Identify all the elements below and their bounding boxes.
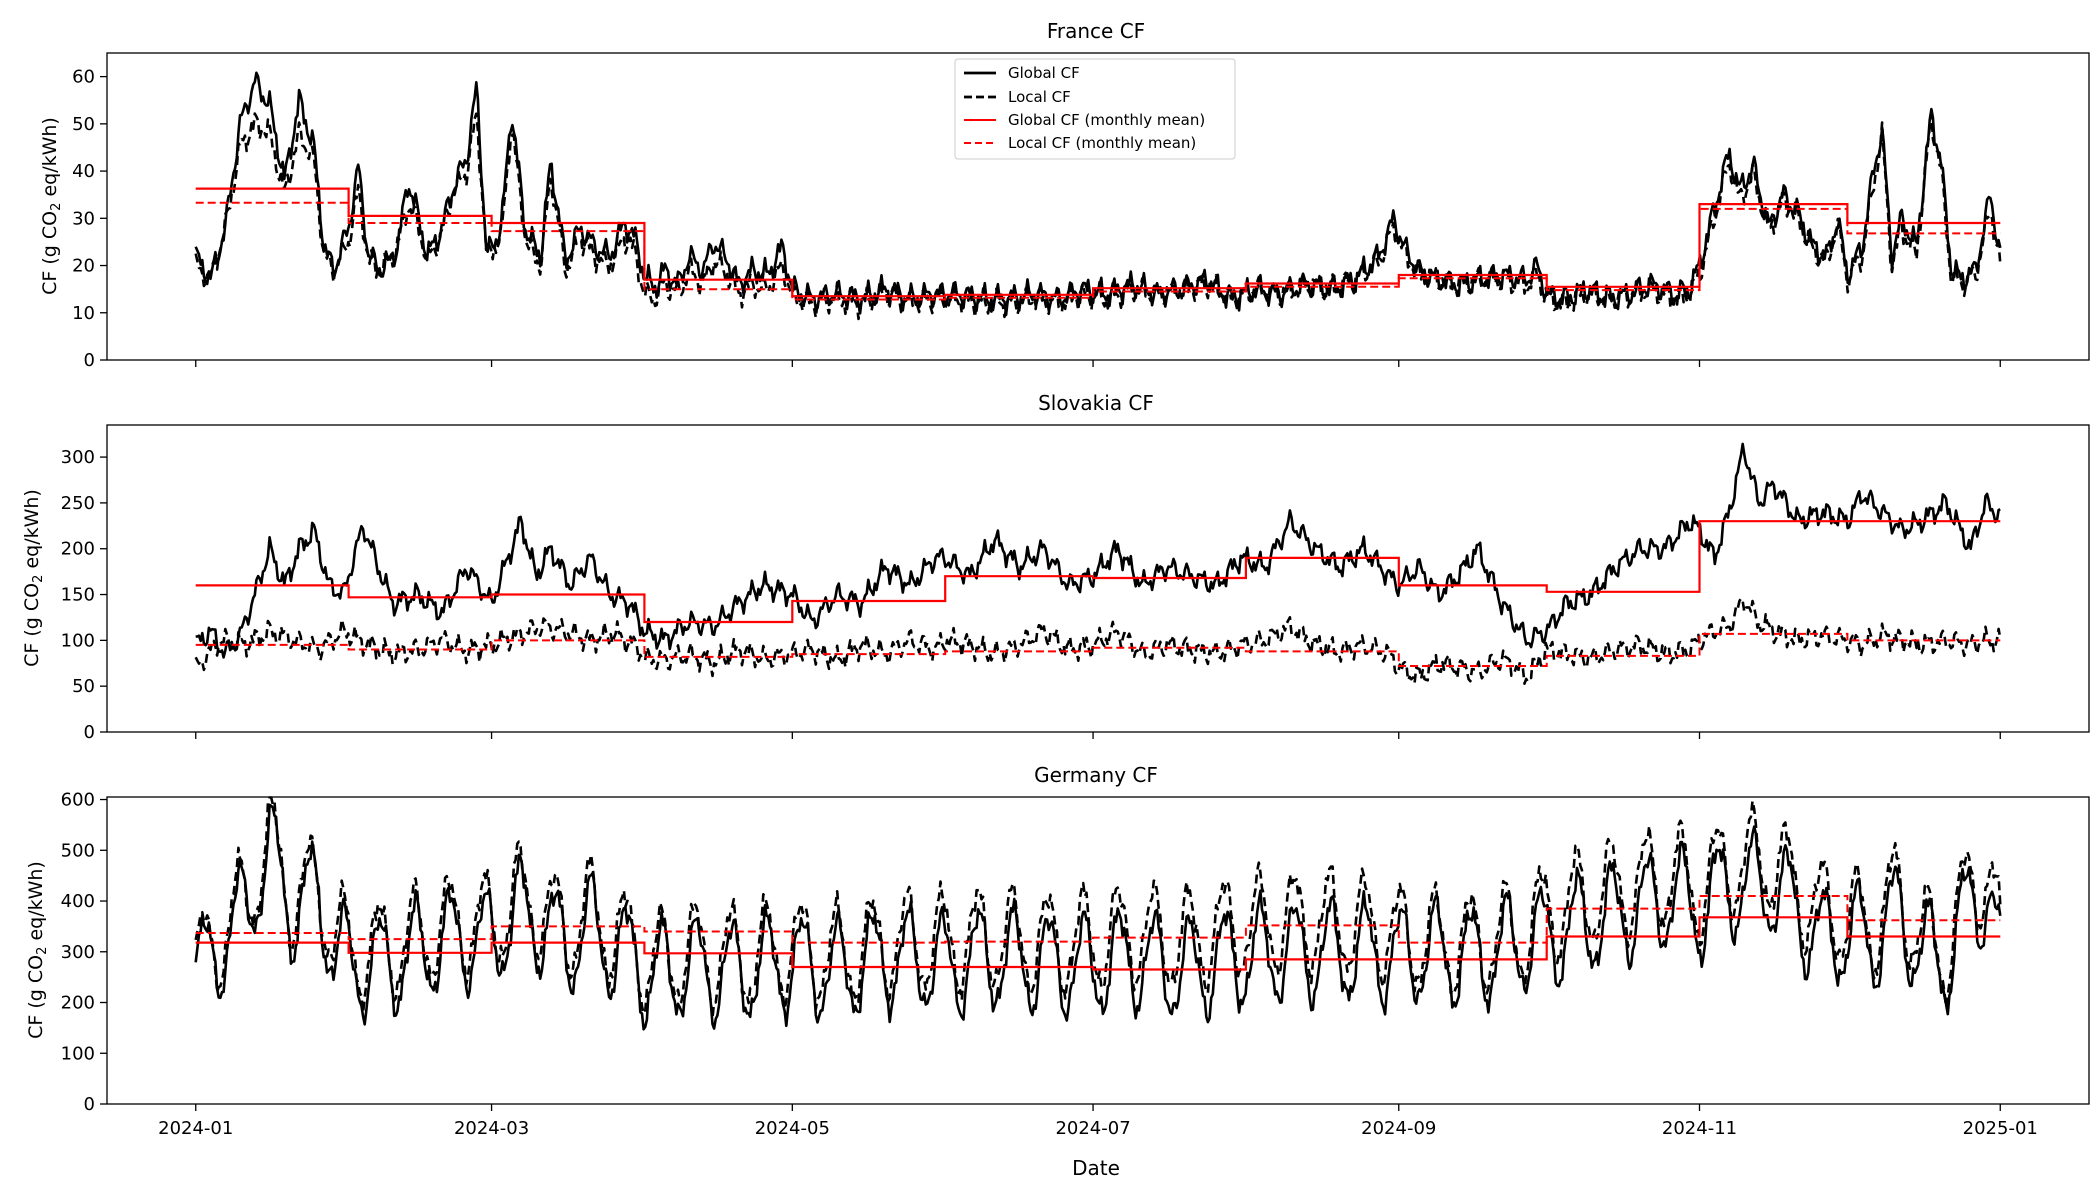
- slovakia-series: [194, 442, 2002, 685]
- germany-y-tick-label: 0: [84, 1094, 95, 1115]
- france-y-tick-label: 0: [84, 350, 95, 371]
- germany-y-tick-label: 200: [61, 993, 95, 1014]
- slovakia-local-monthly-mean-line: [195, 632, 2001, 667]
- slovakia-global-monthly-mean-line: [195, 520, 2001, 624]
- germany-y-tick-label: 300: [61, 942, 95, 963]
- x-tick-label: 2024-05: [755, 1118, 830, 1139]
- slovakia-y-tick-label: 250: [61, 493, 95, 514]
- france-y-tick-label: 20: [72, 256, 95, 277]
- x-tick-label: 2024-11: [1662, 1118, 1737, 1139]
- france-y-tick-label: 10: [72, 303, 95, 324]
- slovakia-panel: Slovakia CF 0 50 100 150 200 250 300 CF (g CO2…: [21, 391, 2090, 743]
- france-y-ticks: 0 10 20 30 40 50 60: [72, 67, 107, 371]
- germany-axes-frame: [106, 796, 2090, 1105]
- germany-title: Germany CF: [1034, 763, 1158, 787]
- legend-local-label: Local CF: [1008, 88, 1071, 106]
- germany-series: [194, 796, 2002, 1031]
- france-y-tick-label: 40: [72, 161, 95, 182]
- legend-global-mean-label: Global CF (monthly mean): [1008, 111, 1205, 129]
- x-tick-label: 2024-09: [1361, 1118, 1436, 1139]
- france-y-tick-label: 50: [72, 114, 95, 135]
- x-axis-label: Date: [1072, 1156, 1120, 1180]
- legend-local-mean-label: Local CF (monthly mean): [1008, 134, 1196, 152]
- france-title: France CF: [1047, 19, 1145, 43]
- france-local-cf-line: [194, 112, 2002, 321]
- slovakia-x-ticks: [195, 732, 2001, 739]
- x-tick-label: 2024-07: [1055, 1118, 1130, 1139]
- legend: Global CF Local CF Global CF (monthly me…: [954, 58, 1236, 160]
- germany-local-monthly-mean-line: [195, 895, 2001, 944]
- germany-y-tick-label: 600: [61, 790, 95, 811]
- legend-global-label: Global CF: [1008, 64, 1080, 82]
- slovakia-y-tick-label: 200: [61, 539, 95, 560]
- germany-global-monthly-mean-line: [195, 916, 2001, 971]
- slovakia-y-tick-label: 50: [72, 676, 95, 697]
- france-series: [194, 71, 2002, 321]
- x-tick-label: 2024-03: [454, 1118, 529, 1139]
- x-tick-label: 2025-01: [1963, 1118, 2038, 1139]
- france-y-tick-label: 60: [72, 67, 95, 88]
- france-panel: France CF 0 10 20 30 40 50 60 CF (g CO2 eq/kWh…: [39, 19, 2090, 371]
- slovakia-y-tick-label: 100: [61, 630, 95, 651]
- france-y-label: CF (g CO2 eq/kWh): [39, 117, 64, 295]
- x-tick-label: 2024-01: [158, 1118, 233, 1139]
- slovakia-y-tick-label: 0: [84, 722, 95, 743]
- germany-y-label: CF (g CO2 eq/kWh): [25, 861, 50, 1039]
- legend-box: [954, 58, 1236, 160]
- germany-y-tick-label: 500: [61, 840, 95, 861]
- slovakia-y-tick-label: 150: [61, 585, 95, 606]
- germany-global-cf-line: [194, 803, 2002, 1031]
- germany-y-ticks: 0 100 200 300 400 500 600: [61, 790, 107, 1115]
- france-axes-frame: [106, 52, 2090, 361]
- slovakia-y-ticks: 0 50 100 150 200 250 300: [61, 447, 107, 743]
- france-x-ticks: [195, 360, 2001, 367]
- slovakia-y-tick-label: 300: [61, 447, 95, 468]
- slovakia-axes-frame: [106, 424, 2090, 733]
- france-y-tick-label: 30: [72, 208, 95, 229]
- germany-y-tick-label: 400: [61, 891, 95, 912]
- slovakia-y-label: CF (g CO2 eq/kWh): [21, 489, 46, 667]
- france-global-monthly-mean-line: [195, 187, 2001, 298]
- germany-y-tick-label: 100: [61, 1043, 95, 1064]
- slovakia-title: Slovakia CF: [1038, 391, 1154, 415]
- germany-x-ticks: 2024-01 2024-03 2024-05 2024-07 2024-09 2024-…: [158, 1104, 2038, 1139]
